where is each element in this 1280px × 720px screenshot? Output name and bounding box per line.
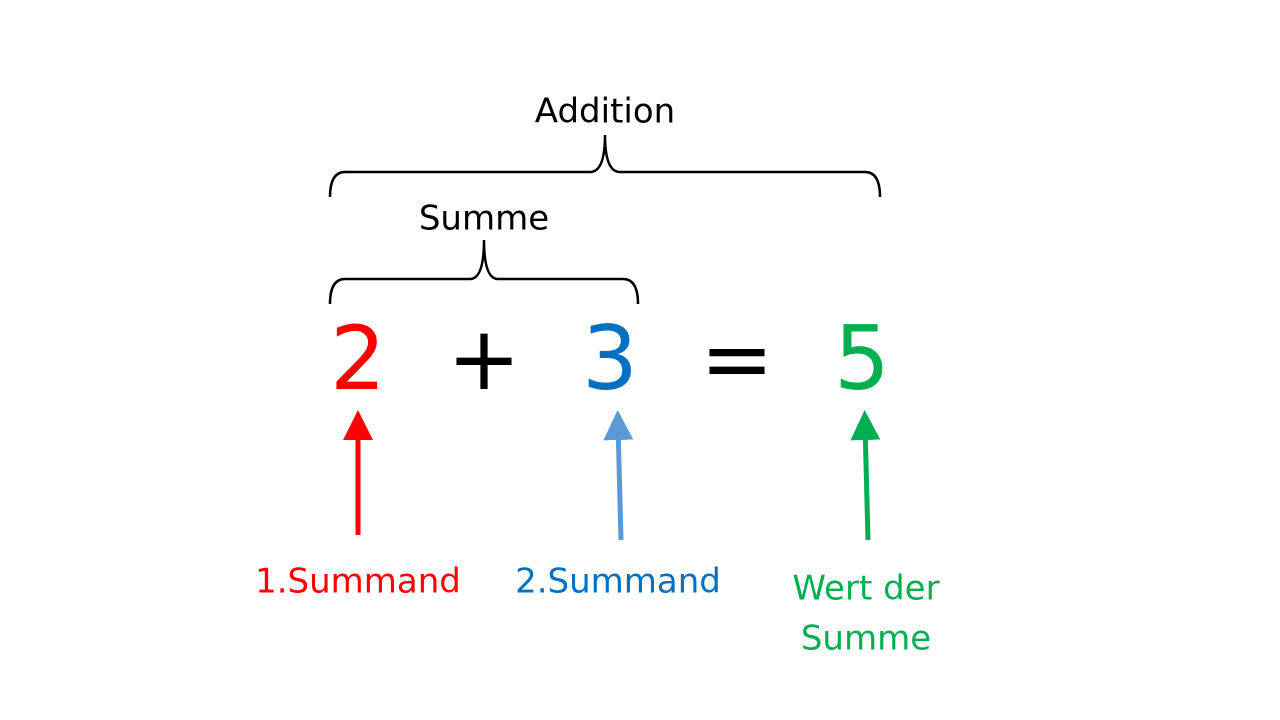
equals-sign: = xyxy=(700,307,774,410)
addition-label: Addition xyxy=(535,92,675,132)
summe-brace xyxy=(328,239,640,305)
arrow xyxy=(850,410,881,541)
arrow xyxy=(603,410,634,541)
addition-brace xyxy=(328,134,882,198)
summe-label: Summe xyxy=(419,199,549,239)
plus-sign: + xyxy=(447,307,521,410)
result-label: Wert der xyxy=(792,569,939,609)
result: 5 xyxy=(834,307,890,410)
first-label: 1.Summand xyxy=(255,562,461,602)
second-summand: 3 xyxy=(582,307,638,410)
result-label: Summe xyxy=(801,619,931,659)
first-summand: 2 xyxy=(330,307,386,410)
second-label: 2.Summand xyxy=(515,562,721,602)
